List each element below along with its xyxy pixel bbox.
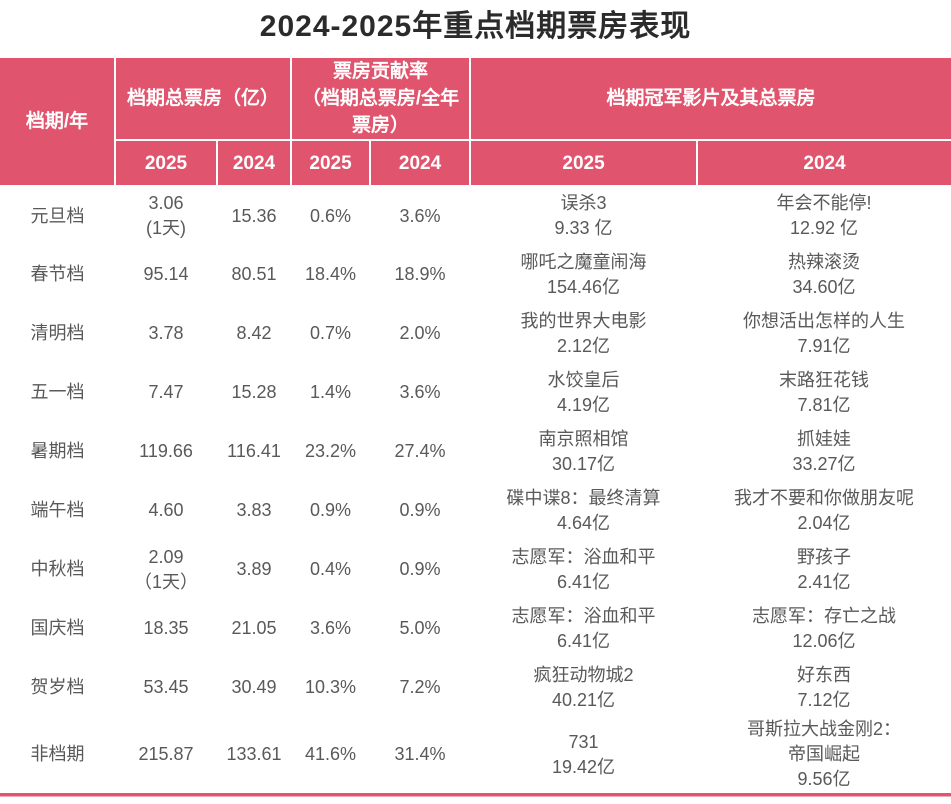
film-2025-cell: 误杀3 9.33 亿 (554, 193, 613, 238)
total-2025-cell: 53.45 (143, 677, 189, 697)
period-cell: 国庆档 (30, 618, 85, 638)
share-2025-cell: 1.4% (310, 382, 352, 402)
share-2024-cell: 5.0% (399, 618, 441, 638)
total-2024-cell: 15.36 (231, 205, 277, 226)
period-cell: 端午档 (30, 500, 85, 520)
share-2025-cell: 0.7% (310, 323, 352, 343)
header-year-film-2024: 2024 (696, 139, 951, 187)
film-2024-cell: 年会不能停! 12.92 亿 (776, 193, 872, 238)
share-2024-cell: 3.6% (399, 205, 441, 226)
share-2024-cell: 18.9% (394, 264, 446, 284)
total-2024-cell: 8.42 (236, 323, 272, 343)
film-2024-cell: 好东西 7.12亿 (797, 664, 852, 710)
film-2024-cell: 热辣滚烫 34.60亿 (788, 251, 861, 297)
film-2024-cell: 我才不要和你做朋友呢 2.04亿 (734, 487, 915, 533)
film-2025-cell: 疯狂动物城2 40.21亿 (533, 664, 634, 710)
period-cell: 非档期 (30, 744, 85, 764)
table-row: 端午档 4.60 3.83 0.9% 0.9% 碟中谍8：最终清算 4.64亿 … (0, 481, 951, 540)
film-2025-cell: 水饺皇后 4.19亿 (547, 369, 620, 415)
header-group-total-box-office: 档期总票房（亿） (113, 57, 293, 141)
header-group-contribution-rate: 票房贡献率 （档期总票房/全年 票房） (290, 57, 472, 141)
header-group-row: 档期/年 档期总票房（亿） 票房贡献率 （档期总票房/全年 票房） 档期冠军影片… (0, 57, 951, 187)
share-2024-cell: 0.9% (399, 500, 441, 520)
header-year-share-2024: 2024 (369, 139, 472, 187)
total-2025-cell: 3.06 (1天) (146, 193, 186, 238)
total-2025-cell: 3.78 (148, 323, 184, 343)
total-2024-cell: 3.89 (236, 559, 272, 579)
film-2024-cell: 末路狂花钱 7.81亿 (779, 369, 870, 415)
total-2025-cell: 95.14 (143, 264, 189, 284)
table-header: 档期/年 档期总票房（亿） 票房贡献率 （档期总票房/全年 票房） 档期冠军影片… (0, 57, 951, 187)
total-2025-cell: 2.09 （1天） (133, 546, 198, 592)
header-group-champion-films: 档期冠军影片及其总票房 (469, 57, 951, 141)
box-office-table: 档期/年 档期总票房（亿） 票房贡献率 （档期总票房/全年 票房） 档期冠军影片… (0, 57, 951, 792)
table-row: 国庆档 18.35 21.05 3.6% 5.0% 志愿军：浴血和平 6.41亿… (0, 599, 951, 658)
film-2024-cell: 志愿军：存亡之战 12.06亿 (752, 605, 897, 651)
share-2024-cell: 7.2% (399, 677, 441, 697)
total-2024-cell: 116.41 (227, 441, 281, 461)
total-2025-cell: 7.47 (148, 382, 184, 402)
table-row: 元旦档 3.06 (1天) 15.36 0.6% 3.6% 误杀3 9.33 亿… (0, 186, 951, 245)
share-2025-cell: 0.9% (310, 500, 352, 520)
total-2025-cell: 18.35 (143, 618, 189, 638)
total-2024-cell: 3.83 (236, 500, 272, 520)
total-2024-cell: 80.51 (231, 264, 277, 284)
header-year-film-2025: 2025 (469, 139, 699, 187)
header-year-share-2025: 2025 (290, 139, 372, 187)
share-2025-cell: 10.3% (304, 677, 357, 697)
share-2024-cell: 3.6% (399, 382, 441, 402)
period-cell: 元旦档 (30, 205, 85, 226)
total-2025-cell: 119.66 (139, 441, 193, 461)
share-2024-cell: 2.0% (399, 323, 441, 343)
period-cell: 五一档 (30, 382, 85, 402)
share-2025-cell: 0.6% (310, 205, 352, 226)
period-cell: 中秋档 (30, 559, 85, 579)
total-2024-cell: 133.61 (226, 744, 282, 764)
table-row: 非档期 215.87 133.61 41.6% 31.4% 731 19.42亿… (0, 717, 951, 792)
table-row: 贺岁档 53.45 30.49 10.3% 7.2% 疯狂动物城2 40.21亿… (0, 658, 951, 717)
total-2025-cell: 4.60 (148, 500, 184, 520)
total-2024-cell: 21.05 (231, 618, 277, 638)
film-2024-cell: 抓娃娃 33.27亿 (792, 428, 856, 474)
share-2024-cell: 31.4% (394, 744, 446, 764)
header-period-year: 档期/年 (0, 57, 116, 187)
film-2024-cell: 野孩子 2.41亿 (797, 546, 852, 592)
header-year-total-2024: 2024 (215, 139, 293, 187)
film-2025-cell: 志愿军：浴血和平 6.41亿 (511, 546, 656, 592)
table-row: 中秋档 2.09 （1天） 3.89 0.4% 0.9% 志愿军：浴血和平 6.… (0, 540, 951, 599)
table-row: 五一档 7.47 15.28 1.4% 3.6% 水饺皇后 4.19亿 末路狂花… (0, 363, 951, 422)
share-2025-cell: 18.4% (304, 264, 357, 284)
table-row: 暑期档 119.66 116.41 23.2% 27.4% 南京照相馆 30.1… (0, 422, 951, 481)
total-2025-cell: 215.87 (138, 744, 194, 764)
table-body: 元旦档 3.06 (1天) 15.36 0.6% 3.6% 误杀3 9.33 亿… (0, 186, 951, 792)
film-2025-cell: 731 19.42亿 (551, 731, 616, 777)
period-cell: 清明档 (30, 323, 85, 343)
film-2025-cell: 南京照相馆 30.17亿 (538, 428, 629, 474)
film-2025-cell: 哪吒之魔童闹海 154.46亿 (520, 251, 647, 297)
page-title: 2024-2025年重点档期票房表现 (259, 10, 692, 43)
total-2024-cell: 30.49 (231, 677, 277, 697)
table-row: 清明档 3.78 8.42 0.7% 2.0% 我的世界大电影 2.12亿 你想… (0, 304, 951, 363)
bottom-accent-line (0, 793, 951, 797)
film-2025-cell: 我的世界大电影 2.12亿 (520, 310, 647, 356)
share-2025-cell: 41.6% (304, 744, 357, 764)
header-year-row: 2025 2024 2025 2024 2025 2024 (0, 139, 951, 187)
header-year-total-2025: 2025 (114, 139, 218, 187)
film-2024-cell: 你想活出怎样的人生 7.91亿 (743, 310, 906, 356)
film-2025-cell: 志愿军：浴血和平 6.41亿 (511, 605, 656, 651)
share-2025-cell: 3.6% (310, 618, 352, 638)
total-2024-cell: 15.28 (231, 382, 277, 402)
table-row: 春节档 95.14 80.51 18.4% 18.9% 哪吒之魔童闹海 154.… (0, 245, 951, 304)
film-2024-cell: 哥斯拉大战金刚2： 帝国崛起 9.56亿 (747, 719, 902, 789)
period-cell: 春节档 (30, 264, 85, 284)
share-2024-cell: 27.4% (394, 441, 446, 461)
share-2025-cell: 0.4% (310, 559, 352, 579)
period-cell: 贺岁档 (30, 677, 85, 697)
period-cell: 暑期档 (30, 441, 85, 461)
share-2024-cell: 0.9% (399, 559, 441, 579)
film-2025-cell: 碟中谍8：最终清算 4.64亿 (506, 487, 661, 533)
share-2025-cell: 23.2% (304, 441, 357, 461)
